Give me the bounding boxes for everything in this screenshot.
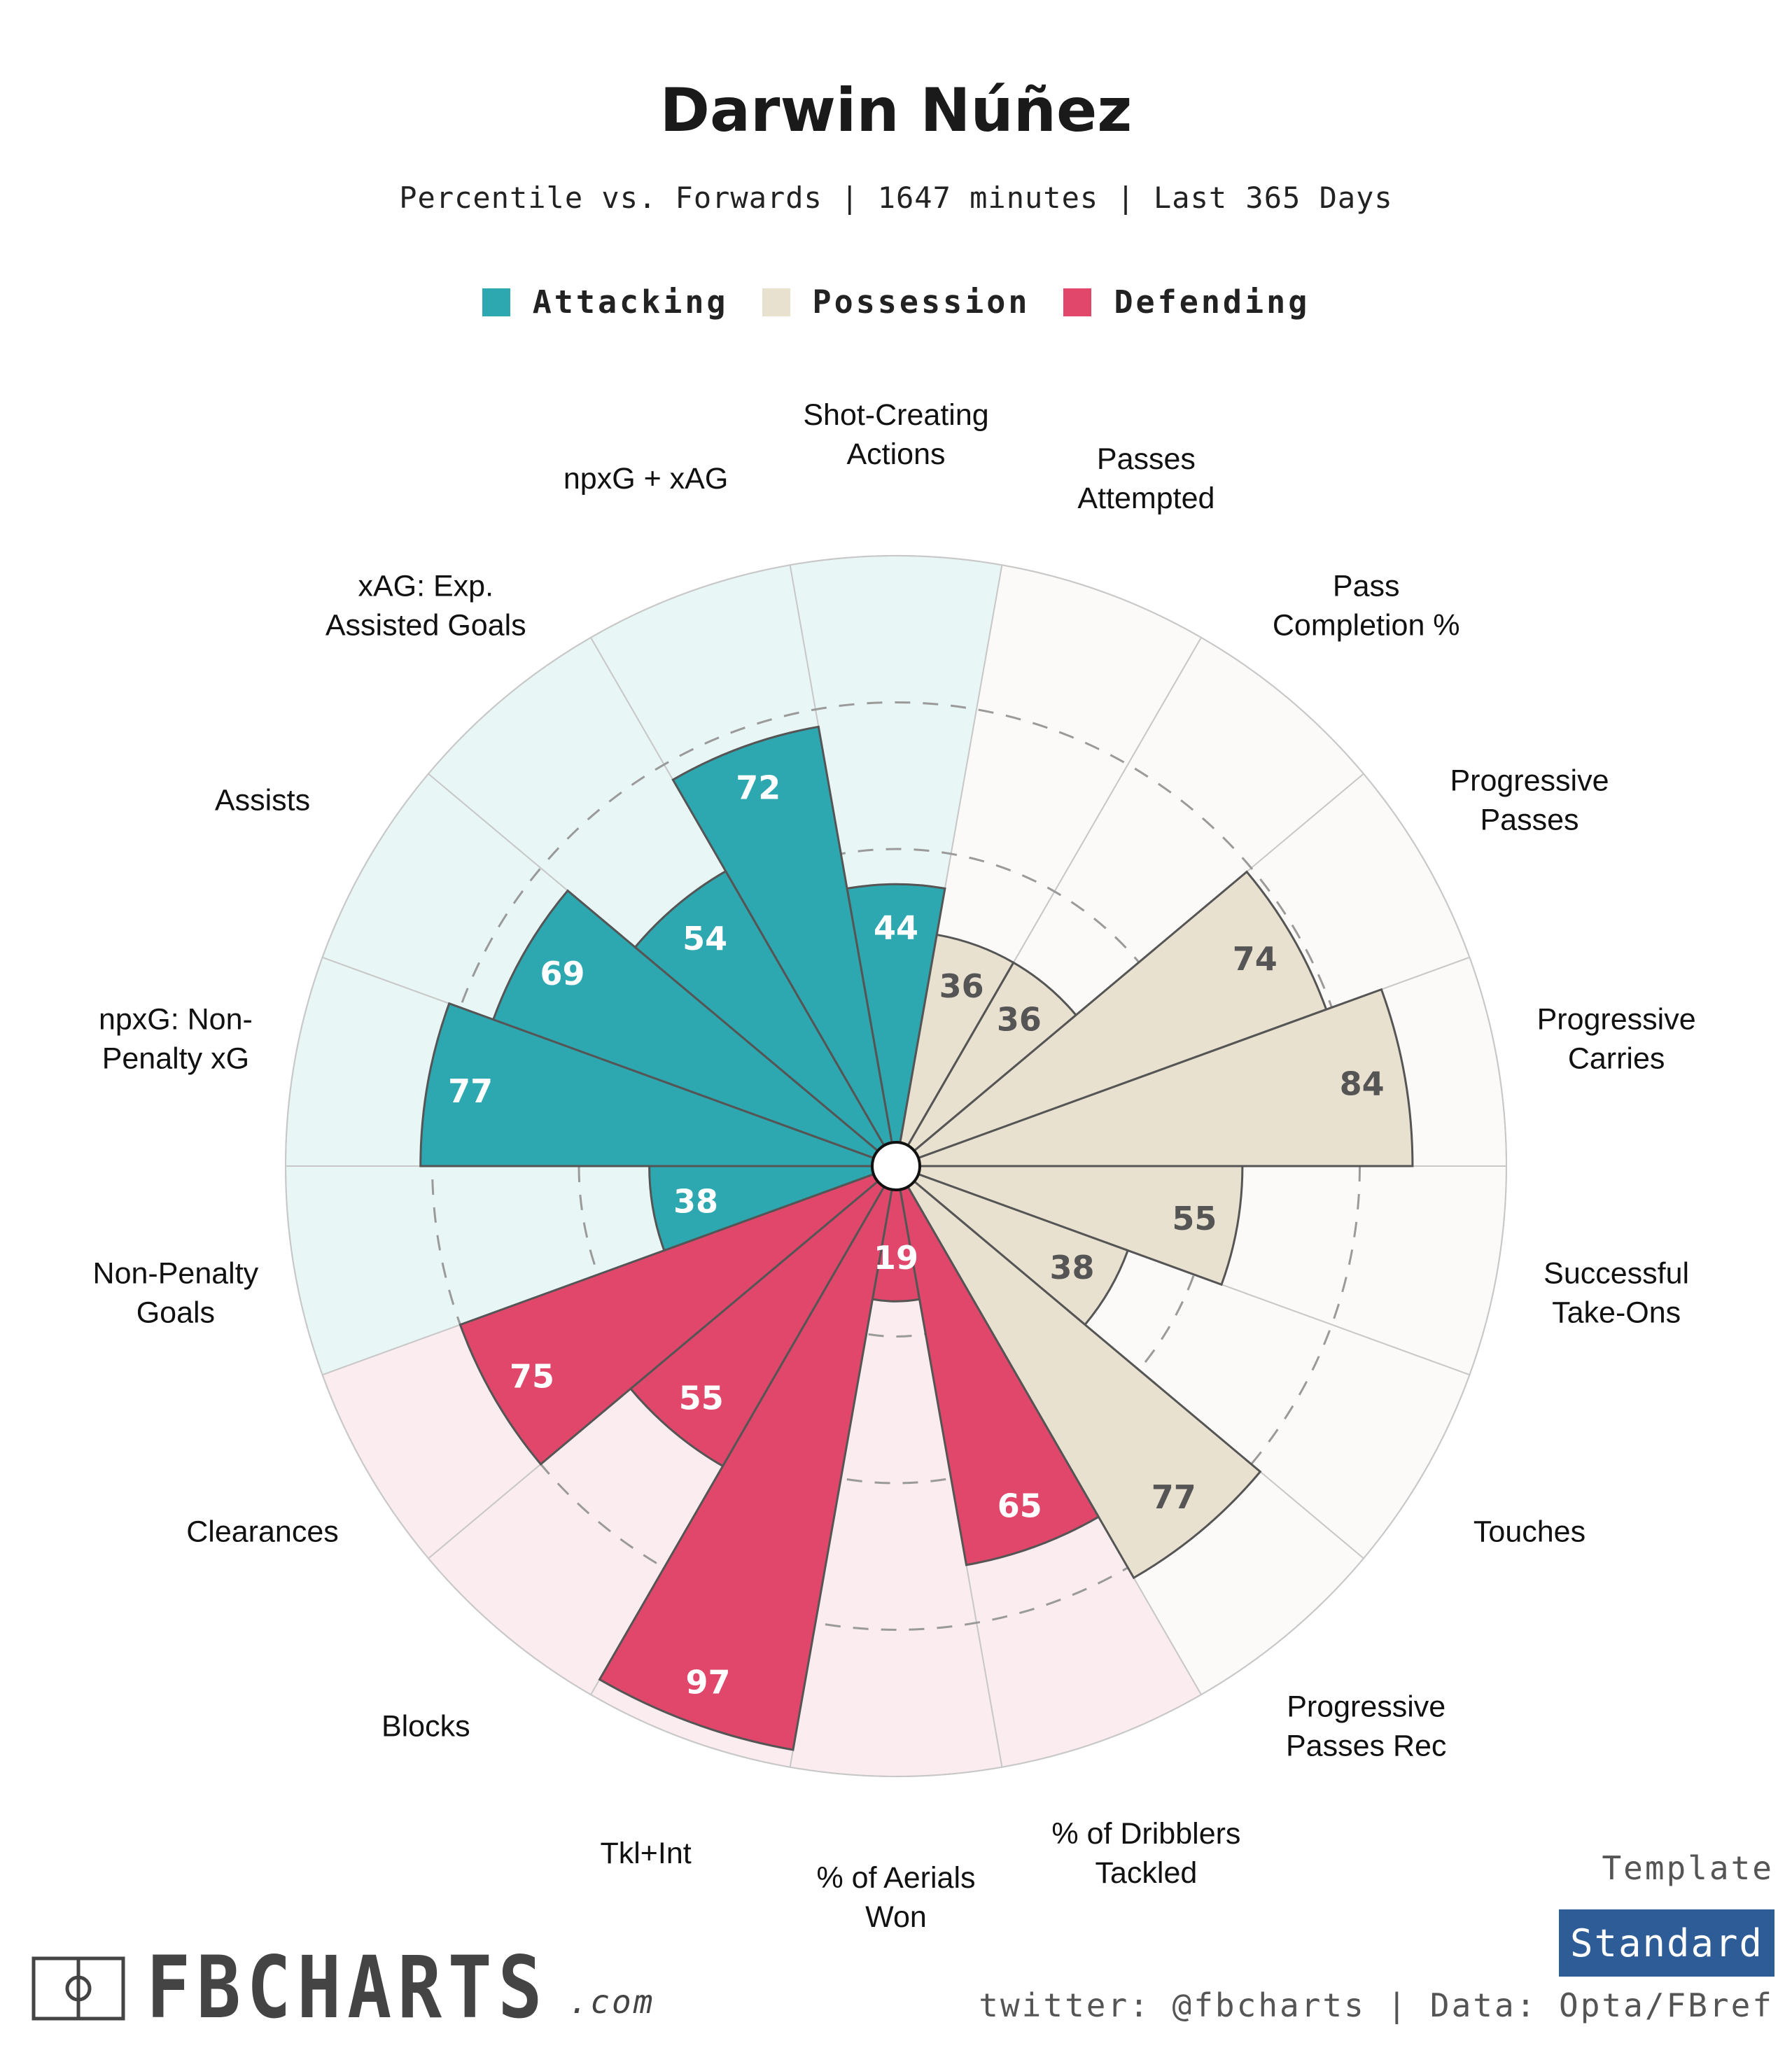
template-label: Template [1602, 1849, 1774, 1887]
category-label-shot-creating-actions: Shot-Creating Actions [803, 398, 988, 471]
value-label-npxg-non-penalty-xg: 77 [448, 1072, 493, 1110]
bar-progressive-passes-rec [895, 1165, 1262, 1580]
category-label-progressive-carries: Progressive Carries [1537, 1003, 1696, 1076]
value-label-shot-creating-actions: 44 [874, 909, 918, 946]
center-hole [871, 1141, 921, 1191]
value-label-passes-attempted: 36 [939, 967, 984, 1005]
legend-item-defending: Defending [1063, 283, 1310, 321]
bar-successful-take-ons [895, 1165, 1244, 1286]
category-label-non-penalty-goals: Non-Penalty Goals [93, 1256, 259, 1329]
value-label-blocks: 55 [679, 1380, 724, 1417]
value-label-clearances: 75 [510, 1357, 554, 1395]
legend-label-attacking: Attacking [532, 283, 729, 321]
bar-npxg-xag [671, 725, 897, 1167]
bar-shot-creating-actions [846, 883, 946, 1167]
value-label-pass-completion: 36 [997, 1000, 1042, 1038]
legend: Attacking Possession Defending [0, 283, 1792, 321]
value-label-successful-take-ons: 55 [1172, 1200, 1217, 1237]
outer-ring [285, 555, 1507, 1777]
category-label-npxg-xag: npxG + xAG [564, 462, 728, 496]
value-label-npxg-xag: 72 [736, 769, 780, 806]
value-label-non-penalty-goals: 38 [673, 1182, 718, 1220]
category-labels: Shot-Creating Actions Passes Attempted Pass C… [93, 398, 1696, 1934]
logo-text: FBCHARTS [146, 1938, 549, 2038]
bar-npxg-non-penalty-xg [419, 1002, 897, 1167]
category-label-of-dribblers-tackled: % of Dribblers Tackled [1051, 1817, 1240, 1890]
category-label-xag-exp-assisted-goals: xAG: Exp. Assisted Goals [326, 569, 526, 642]
category-label-assists: Assists [215, 784, 310, 818]
value-label-tkl-int: 97 [686, 1664, 731, 1702]
chart-subtitle: Percentile vs. Forwards | 1647 minutes |… [399, 181, 1393, 215]
category-label-clearances: Clearances [186, 1515, 339, 1549]
legend-item-possession: Possession [762, 283, 1030, 321]
category-label-progressive-passes-rec: Progressive Passes Rec [1286, 1690, 1446, 1763]
value-label-progressive-passes-rec: 77 [1152, 1478, 1196, 1516]
value-label-progressive-passes: 74 [1233, 940, 1278, 978]
category-label-npxg-non-penalty-xg: npxG: Non-Penalty xG [99, 1003, 253, 1076]
value-labels: 44 36 36 74 84 55 38 77 65 19 97 55 75 38 77 69 54 72 [448, 769, 1385, 1701]
category-label-touches: Touches [1474, 1515, 1586, 1549]
value-label-of-dribblers-tackled: 65 [997, 1487, 1042, 1525]
bars [419, 725, 1414, 1751]
logo-suffix: .com [568, 1983, 655, 2021]
category-label-successful-take-ons: Successful Take-Ons [1544, 1256, 1689, 1329]
legend-swatch-attacking [482, 288, 510, 316]
legend-label-possession: Possession [812, 283, 1030, 321]
footer-credit: twitter: @fbcharts | Data: Opta/FBref [979, 1986, 1774, 2024]
chart-title: Darwin Núñez [659, 76, 1133, 146]
bar-progressive-carries [895, 988, 1414, 1167]
legend-swatch-defending [1063, 288, 1092, 316]
value-label-touches: 38 [1050, 1249, 1095, 1286]
legend-swatch-possession [762, 288, 790, 316]
category-label-passes-attempted: Passes Attempted [1077, 442, 1214, 515]
legend-label-defending: Defending [1114, 283, 1310, 321]
fbcharts-logo: FBCHARTS .com [31, 1938, 655, 2038]
value-label-progressive-carries: 84 [1340, 1065, 1385, 1103]
category-label-progressive-passes: Progressive Passes [1450, 764, 1609, 837]
template-button[interactable]: Standard [1559, 1909, 1774, 1977]
bar-clearances [458, 1165, 897, 1466]
bar-tkl-int [598, 1165, 897, 1751]
value-label-assists: 69 [540, 955, 584, 993]
legend-item-attacking: Attacking [482, 283, 729, 321]
category-label-pass-completion: Pass Completion % [1273, 569, 1460, 642]
pitch-icon [31, 1956, 125, 2021]
category-label-of-aerials-won: % of Aerials Won [816, 1861, 975, 1934]
bar-of-dribblers-tackled [895, 1165, 1100, 1566]
value-label-of-aerials-won: 19 [874, 1239, 918, 1277]
category-label-blocks: Blocks [382, 1710, 470, 1744]
bar-assists [491, 889, 897, 1167]
category-label-tkl-int: Tkl+Int [600, 1837, 691, 1870]
value-label-xag-exp-assisted-goals: 54 [682, 920, 727, 958]
